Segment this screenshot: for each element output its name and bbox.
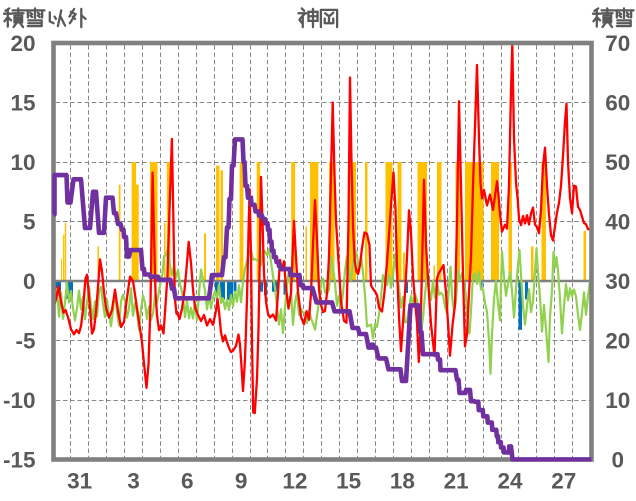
svg-text:-15: -15 bbox=[3, 447, 36, 472]
svg-text:12: 12 bbox=[282, 469, 307, 494]
svg-text:24: 24 bbox=[497, 469, 523, 494]
svg-text:10: 10 bbox=[605, 388, 630, 413]
svg-text:10: 10 bbox=[10, 150, 35, 175]
svg-text:20: 20 bbox=[10, 31, 35, 56]
svg-text:6: 6 bbox=[181, 469, 194, 494]
svg-text:15: 15 bbox=[10, 90, 35, 115]
svg-text:40: 40 bbox=[605, 209, 630, 234]
svg-text:20: 20 bbox=[605, 328, 630, 353]
svg-text:5: 5 bbox=[23, 209, 36, 234]
svg-text:15: 15 bbox=[336, 469, 361, 494]
svg-text:0: 0 bbox=[23, 269, 36, 294]
svg-text:-5: -5 bbox=[15, 328, 35, 353]
svg-text:21: 21 bbox=[444, 469, 469, 494]
svg-text:3: 3 bbox=[127, 469, 140, 494]
svg-text:50: 50 bbox=[605, 150, 630, 175]
svg-text:30: 30 bbox=[605, 269, 630, 294]
svg-text:70: 70 bbox=[605, 31, 630, 56]
svg-text:31: 31 bbox=[67, 469, 92, 494]
svg-text:27: 27 bbox=[551, 469, 576, 494]
svg-text:9: 9 bbox=[235, 469, 248, 494]
svg-text:-10: -10 bbox=[3, 388, 36, 413]
svg-text:0: 0 bbox=[612, 447, 625, 472]
svg-text:60: 60 bbox=[605, 90, 630, 115]
svg-text:18: 18 bbox=[390, 469, 415, 494]
